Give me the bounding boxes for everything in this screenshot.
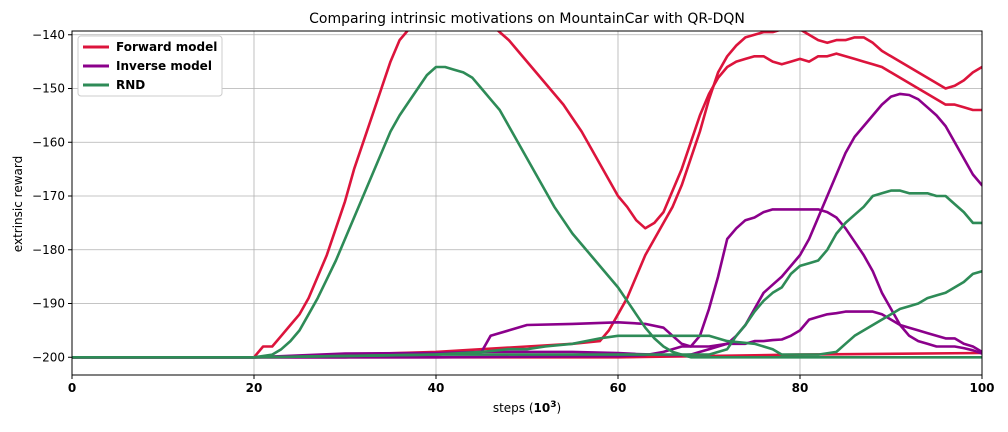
series-line-inverse-model [72, 310, 982, 359]
x-tick-label: 20 [246, 381, 263, 395]
x-tick-label: 40 [428, 381, 445, 395]
x-axis-title: steps (103) [493, 400, 561, 415]
y-axis-title: extrinsic reward [11, 156, 25, 252]
series-lines [72, 31, 982, 359]
x-tick-label: 100 [969, 381, 994, 395]
legend-label: RND [116, 78, 145, 92]
series-line-forward-model [72, 31, 982, 359]
plot-frame [71, 30, 983, 376]
series-line-inverse-model [72, 208, 982, 359]
y-tick-label: −140 [32, 28, 65, 42]
y-tick-label: −200 [32, 350, 65, 364]
y-tick-label: −170 [32, 189, 65, 203]
axis-ticks: 0 20 40 60 80 100 −200 −190 −180 −170 −160 −150 −140 [32, 28, 995, 395]
y-tick-label: −160 [32, 135, 65, 149]
x-tick-label: 60 [610, 381, 627, 395]
series-line-rnd [72, 269, 982, 359]
x-tick-label: 80 [792, 381, 809, 395]
legend-label: Forward model [116, 40, 217, 54]
x-tick-label: 0 [68, 381, 76, 395]
y-tick-label: −190 [32, 297, 65, 311]
series-line-inverse-model [72, 92, 982, 359]
legend-label: Inverse model [116, 59, 212, 73]
y-tick-label: −150 [32, 82, 65, 96]
series-line-forward-model [72, 31, 982, 359]
legend: Forward model Inverse model RND [77, 35, 223, 97]
y-tick-label: −180 [32, 243, 65, 257]
series-line-rnd [72, 189, 982, 359]
chart-title: Comparing intrinsic motivations on Mount… [309, 11, 745, 27]
legend-box [77, 35, 223, 97]
series-line-rnd [72, 65, 982, 359]
